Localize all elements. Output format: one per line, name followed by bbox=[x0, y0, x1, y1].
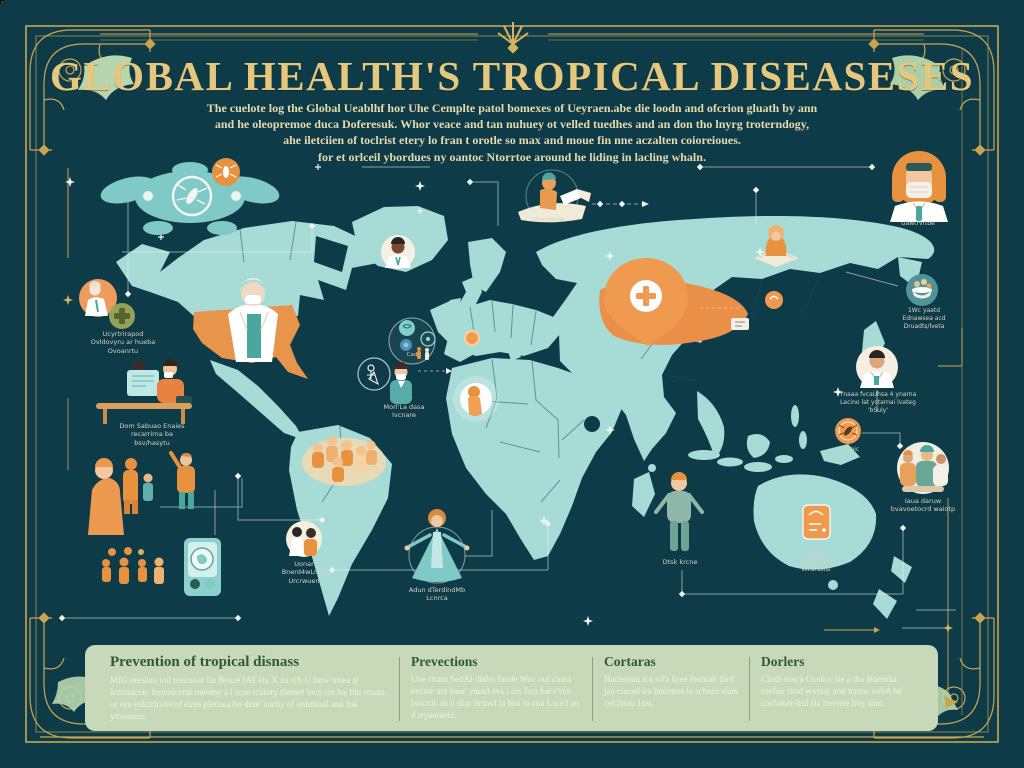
bug-circle-icon bbox=[212, 158, 240, 186]
region-tasmania bbox=[828, 580, 838, 590]
medical-pin-icon bbox=[604, 258, 688, 346]
physician-avatar-icon bbox=[856, 346, 898, 388]
label-sa-team: Uonar Bnerd4wLnda Urcrwuen bbox=[281, 560, 327, 585]
region-borneo bbox=[746, 434, 770, 458]
panel-body-prevections: Une rrtarn bedAl dinbo fande Woc out cin… bbox=[411, 674, 579, 720]
label-surgery: Iaua daruw bvavoetocrd waiotp bbox=[890, 497, 956, 514]
panel-heading-prevections: Prevections bbox=[411, 654, 478, 669]
community-group-figures bbox=[88, 451, 195, 535]
children-row-figures bbox=[102, 547, 164, 584]
med-lab-figure bbox=[390, 362, 412, 404]
continent-africa bbox=[446, 358, 622, 560]
region-new-zealand bbox=[891, 556, 912, 583]
label-mosquito: Cannic bbox=[838, 446, 860, 453]
sa-team-circle-icon bbox=[286, 521, 322, 557]
label-vector-circles: Ucyrtrirapod Ovldovyru ar hueba Ovoanrtu bbox=[90, 330, 156, 355]
region-madagascar bbox=[632, 472, 655, 517]
nutrition-circle-icon bbox=[906, 274, 938, 306]
region-mexico bbox=[210, 360, 304, 440]
region-scandinavia bbox=[468, 238, 506, 292]
label-reader: Lsmorlantar bbox=[531, 217, 565, 223]
region-highlight-asia bbox=[599, 258, 748, 346]
coast-marker-icon bbox=[463, 329, 481, 347]
microbe-cluster bbox=[388, 317, 436, 365]
panel-column-prevention: Prevention of tropical disnass MIG onesl… bbox=[99, 654, 399, 724]
patient-figure bbox=[654, 472, 704, 551]
corner-ornaments bbox=[29, 29, 995, 739]
region-uk bbox=[458, 276, 482, 312]
country-borders bbox=[239, 221, 821, 503]
panel-column-dorlers: Dorlers Cindl-notca Goshoc lie a tho Bne… bbox=[750, 654, 924, 724]
panel-divider bbox=[592, 657, 593, 721]
label-microbe-caption: Cad bbox=[406, 352, 418, 358]
reader-figure-top bbox=[518, 169, 591, 223]
outbreak-glow-icon bbox=[453, 376, 499, 422]
australia-program-icon bbox=[802, 504, 831, 540]
label-nurse: Uawtrvrtde bbox=[901, 220, 935, 227]
label-data-desk: Dom Sabuao Enaies recarrirna ba bsv/hasy… bbox=[119, 422, 185, 447]
greenland-avatar-icon bbox=[381, 235, 415, 269]
mosquito-graphic bbox=[100, 162, 280, 235]
label-med-lab: Morl'La dasa Ivcnare bbox=[383, 403, 425, 420]
label-outreach-worker: Adun dTerdindMb Lcnrca bbox=[408, 586, 466, 603]
panel-heading-dorlers: Dorlers bbox=[761, 654, 805, 669]
mosquito-circle-icon bbox=[835, 418, 861, 444]
panel-divider bbox=[399, 657, 400, 721]
panel-body-dorlers: Cindl-notca Goshoc lie a tho Bnemha cavb… bbox=[761, 674, 902, 708]
outreach-worker-figure bbox=[404, 509, 470, 584]
panel-body-cortaras: Hacteatan ica vd'a bree ibontall tbrd' j… bbox=[604, 674, 738, 708]
label-physician: Ynaaa fvcaUhsa 4 ynarna Lacino lat ystar… bbox=[839, 391, 917, 414]
poster-subtitle: The cuelote log the Global Ueablhf hor U… bbox=[206, 101, 818, 164]
siberia-reader-figure bbox=[754, 225, 799, 267]
region-italy bbox=[505, 336, 521, 361]
crown-ornament bbox=[497, 22, 529, 54]
panel-heading-prevention: Prevention of tropical disnass bbox=[110, 654, 300, 670]
poster-title: GLOBAL HEALTH'S TROPICAL DISEASESES bbox=[49, 53, 975, 99]
data-desk-scene bbox=[96, 359, 192, 424]
panel-heading-cortaras: Cortaras bbox=[604, 654, 656, 669]
figure-badge-circle bbox=[357, 357, 391, 391]
panel-divider bbox=[749, 657, 750, 721]
star-sparkles bbox=[0, 0, 953, 657]
region-new-guinea bbox=[820, 444, 860, 465]
label-australia: Ysaalr Rautytosuli Wrursslsi bbox=[797, 548, 835, 573]
label-patient: Dtsk krcne bbox=[662, 558, 698, 566]
nurse-avatar-icon bbox=[890, 151, 948, 222]
health-worker-circle-icon bbox=[79, 279, 135, 329]
us-doctor-figure bbox=[228, 278, 278, 362]
sa-crowd-figures bbox=[302, 436, 386, 486]
panel-column-cortaras: Cortaras Hacteatan ica vd'a bree ibontal… bbox=[593, 654, 749, 724]
region-indochina bbox=[697, 391, 725, 458]
panel-column-prevections: Prevections Une rrtarn bedAl dinbo fande… bbox=[400, 654, 592, 724]
panel-body-prevention: MIG oneslan tod toecuoar lin Beace IAT e… bbox=[110, 675, 385, 721]
surgery-team-circle-icon bbox=[897, 442, 949, 494]
tag-icon bbox=[731, 318, 749, 330]
leaf-ornaments bbox=[52, 55, 958, 716]
diagnostic-device-icon bbox=[184, 538, 221, 596]
bottom-info-panel: Prevention of tropical disnass MIG onesl… bbox=[85, 645, 938, 731]
label-nutrition: 1Wc yaatd Ednawsea acd Druadts/lveta bbox=[902, 307, 946, 330]
orange-marker-dot bbox=[700, 291, 783, 309]
